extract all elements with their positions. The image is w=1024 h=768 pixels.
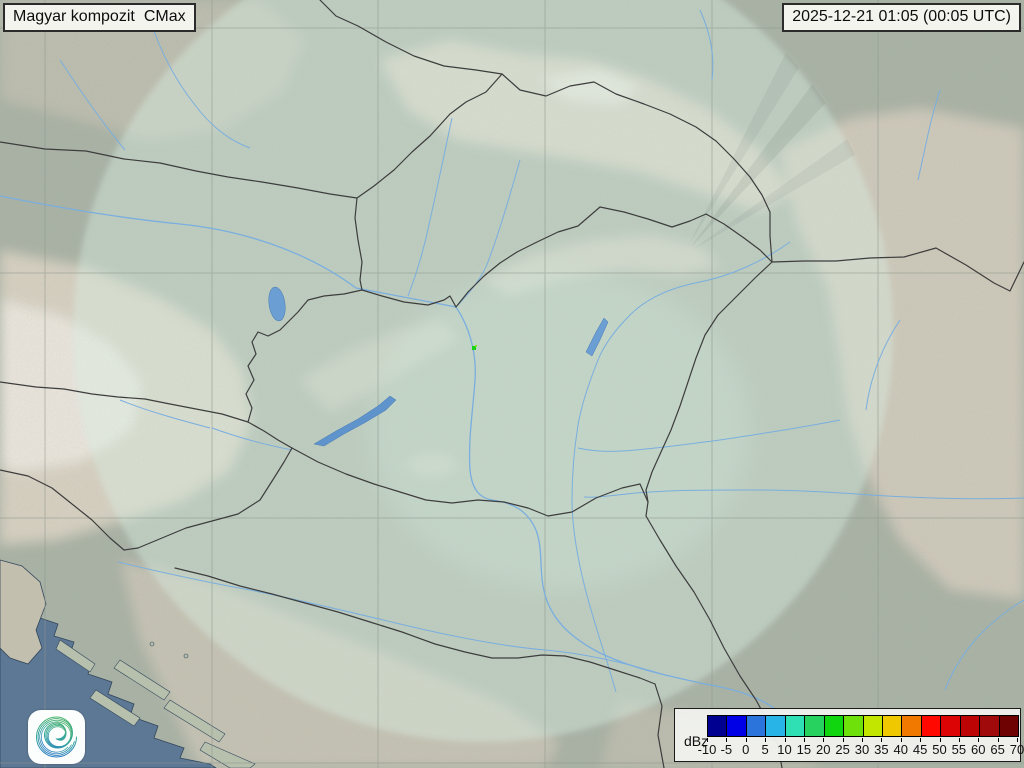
dbz-color-cell	[844, 716, 864, 736]
river-drava	[211, 427, 293, 451]
border-hu-sk-ne	[455, 206, 773, 308]
border-cz-sk	[356, 73, 503, 199]
dbz-tick-mark	[726, 738, 728, 742]
spiral-logo-icon	[35, 716, 77, 758]
dbz-tick-label: 50	[932, 742, 947, 757]
dbz-tick-mark	[823, 738, 825, 742]
dbz-tick-mark	[803, 738, 805, 742]
dbz-tick-mark	[1017, 738, 1018, 742]
border-ua-ro	[771, 247, 1024, 292]
dbz-tick-label: 25	[835, 742, 850, 757]
dbz-tick-mark	[745, 738, 747, 742]
dbz-tick-mark	[881, 738, 883, 742]
dbz-color-cell	[921, 716, 942, 736]
dbz-tick-mark	[920, 738, 922, 742]
dbz-tick-label: 30	[854, 742, 870, 757]
river-hron	[457, 159, 521, 306]
border-hu-hr	[291, 447, 529, 509]
river-mura	[119, 399, 211, 429]
dbz-tick-label: -5	[720, 742, 733, 757]
river-koros	[577, 419, 841, 452]
dbz-tick-label: -10	[697, 742, 717, 757]
dbz-tick-mark	[784, 738, 786, 742]
dbz-tick-label: 40	[893, 742, 908, 757]
product-type-label: CMax	[143, 8, 186, 25]
lake-balaton	[313, 395, 397, 447]
river-tisza	[571, 241, 791, 693]
border-ba-rs	[654, 683, 665, 768]
dbz-colorbar	[707, 715, 1019, 737]
dbz-unit-label: dBz	[684, 733, 709, 749]
border-si-hr	[137, 447, 293, 549]
dbz-color-cell	[727, 716, 747, 736]
dbz-tick-mark	[958, 738, 960, 742]
river-sava	[117, 561, 669, 677]
dbz-tick-mark	[707, 738, 708, 742]
dbz-tick-label: 45	[912, 742, 928, 757]
dbz-tick-label: 0	[742, 742, 750, 757]
dbz-color-cell	[805, 716, 825, 736]
dbz-tick-label: 10	[777, 742, 792, 757]
border-cz-at	[0, 141, 358, 199]
dbz-tick-label: 35	[874, 742, 889, 757]
river-vah	[407, 117, 453, 297]
dbz-tick-mark	[862, 738, 863, 742]
dbz-color-cell	[902, 716, 922, 736]
border-north-chain	[319, 0, 773, 263]
rivers-layer	[0, 9, 1024, 735]
dbz-tick-label: 15	[796, 742, 812, 757]
border-hu-rs	[527, 483, 649, 517]
dbz-color-cell	[824, 716, 845, 736]
dbz-tick-mark	[842, 738, 844, 742]
border-it-si	[0, 469, 139, 551]
dbz-color-cell	[746, 716, 767, 736]
adriatic-islands	[55, 639, 256, 768]
dbz-tick-label: 55	[951, 742, 967, 757]
dbz-tick-mark	[978, 738, 980, 742]
dbz-tick-label: 5	[761, 742, 769, 757]
border-hu-ro	[645, 261, 773, 503]
dbz-tick-label: 70	[1009, 742, 1024, 757]
dbz-legend: dBz -10 -5 0 5 10 15 20 25 30 35 40 45 50 55 60 65 70	[674, 708, 1024, 762]
dbz-color-cell	[766, 716, 786, 736]
dbz-color-cell	[785, 716, 806, 736]
border-at-hu	[245, 289, 363, 423]
border-at-si	[0, 381, 249, 423]
hungaromet-logo	[28, 710, 85, 764]
dbz-color-cell	[882, 716, 903, 736]
dbz-tick-label: 65	[990, 742, 1005, 757]
dbz-color-cell	[708, 716, 728, 736]
dbz-tick-mark	[939, 738, 941, 742]
product-title-box: Magyar kompozit CMax	[3, 3, 196, 32]
dbz-color-cell	[960, 716, 981, 736]
dbz-color-cell	[863, 716, 883, 736]
dbz-tick-mark	[900, 738, 902, 742]
dbz-color-cell	[999, 716, 1018, 736]
dbz-color-cell	[941, 716, 961, 736]
border-hr-ba	[174, 567, 656, 685]
river-maros	[583, 489, 1024, 500]
timestamp-label: 2025-12-21 01:05 (00:05 UTC)	[792, 8, 1011, 25]
border-at-sk	[354, 197, 363, 291]
dbz-tick-row: -10 -5 0 5 10 15 20 25 30 35 40 45 50 55 60 65 70	[698, 738, 1024, 760]
radar-echoes	[472, 345, 477, 350]
istria-peninsula	[0, 559, 47, 665]
lake-tisza	[585, 317, 609, 357]
lakes-layer	[268, 286, 609, 447]
timestamp-box: 2025-12-21 01:05 (00:05 UTC)	[782, 3, 1021, 32]
dbz-tick-mark	[997, 738, 999, 742]
lake-neusiedl	[268, 286, 286, 322]
border-si-hu	[247, 421, 293, 449]
dbz-color-cell	[980, 716, 1000, 736]
dbz-tick-label: 60	[971, 742, 986, 757]
product-line-label: Magyar kompozit	[13, 8, 135, 25]
dbz-tick-label: 20	[816, 742, 831, 757]
border-hu-sk-danube	[361, 289, 457, 308]
dbz-tick-mark	[765, 738, 767, 742]
